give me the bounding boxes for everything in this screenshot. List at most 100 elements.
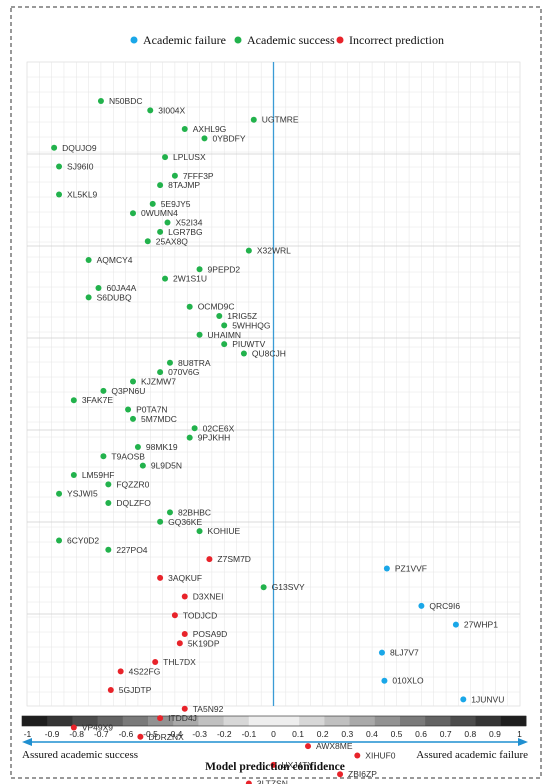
data-point [337,771,344,778]
data-point [129,378,136,385]
tick-label: 0.4 [366,729,378,739]
tick-label: -0.8 [69,729,84,739]
data-point [129,210,136,217]
data-point [157,715,164,722]
data-point [196,528,203,535]
data-point-label: AQMCY4 [97,255,133,265]
data-point-label: OCMD9C [198,302,235,312]
tick-label: -1 [24,729,32,739]
data-point-label: ITDD4J [168,713,197,723]
data-point-label: 25AX8Q [156,236,189,246]
legend-marker-2 [234,36,242,44]
data-point [216,313,223,320]
data-point [56,537,63,544]
data-point [270,761,277,768]
data-point [164,219,171,226]
data-point [157,369,164,376]
axis-titles: Assured academic success Assured academic… [22,749,528,773]
data-point-label: LPLUSX [173,152,206,162]
data-point-label: DQUJO9 [62,143,97,153]
scale-cell [425,716,451,726]
data-point-label: T9AOSB [111,451,145,461]
legend-label-1: Academic failure [143,33,226,47]
data-point [186,303,193,310]
tick-label: -0.5 [143,729,158,739]
data-point [305,743,312,750]
data-point [117,668,124,675]
data-point-label: UGTMRE [262,115,299,125]
data-point-label: AXHL9G [193,124,227,134]
data-point [105,481,112,488]
tick-label: 0.8 [464,729,476,739]
data-point-label: GQ36KE [168,517,202,527]
data-point-label: X52I34 [176,218,203,228]
tick-label: -0.1 [242,729,257,739]
data-point [250,116,257,123]
data-point [51,144,58,151]
data-point-label: 8U8TRA [178,358,211,368]
data-point [221,322,228,329]
data-point [171,172,178,179]
data-point [245,247,252,254]
data-point-label: 7FFF3P [183,171,214,181]
data-point [191,425,198,432]
data-point [134,443,141,450]
data-point [157,228,164,235]
data-point-label: N50BDC [109,96,143,106]
data-point-label: TA5N92 [193,704,224,714]
left-end-label: Assured academic success [22,749,138,761]
data-point-label: 5M7MDC [141,414,177,424]
data-point [70,724,77,731]
data-point [129,415,136,422]
scale-cell [349,716,376,726]
data-point-label: VP49X9 [82,722,113,732]
scale-cell [475,716,502,726]
tick-label: -0.7 [94,729,109,739]
scale-cell [374,716,401,726]
data-point-label: 2W1S1U [173,274,207,284]
data-point-label: 8TAJMP [168,180,200,190]
data-point [139,462,146,469]
tick-label: 0.2 [317,729,329,739]
data-point-label: XIHUF0 [365,751,396,761]
data-point-label: 3AQKUF [168,573,202,583]
scale-cell [173,716,199,726]
data-point-label: X32WRL [257,246,291,256]
scale-cell [22,716,48,726]
data-point [85,294,92,301]
data-point [378,649,385,656]
data-point-label: THL7DX [163,657,196,667]
data-point [171,612,178,619]
data-point [460,696,467,703]
data-point [100,453,107,460]
data-point [56,163,63,170]
data-point-label: 227PO4 [116,545,147,555]
data-point-label: 3I004X [158,105,185,115]
data-point-label: 5GJDTP [119,685,152,695]
scale-cell [97,716,124,726]
data-point-label: 98MK19 [146,442,178,452]
data-point [152,659,159,665]
tick-label: 0.9 [489,729,501,739]
data-point [56,191,63,198]
scale-cell [274,716,300,726]
scale-cell [223,716,250,726]
scale-cell [450,716,476,726]
data-point [144,238,151,245]
data-point-label: DDRZNX [148,732,184,742]
data-point-label: Z7SM7D [217,554,251,564]
tick-label: 0.1 [292,729,304,739]
data-point [70,472,77,478]
data-point-label: UXJ4TY [282,760,314,770]
data-point-label: TODJCD [183,610,217,620]
data-point-label: 1JUNVU [471,694,504,704]
data-point-label: LM59HF [82,470,115,480]
tick-label: -0.4 [168,729,183,739]
tick-label: -0.9 [45,729,60,739]
data-point-label: POSA9D [193,629,228,639]
data-point-label: QU8CJH [252,348,286,358]
data-point-label: D3XNEI [193,592,224,602]
data-point-label: YSJWI5 [67,489,98,499]
scale-cell [500,716,527,726]
